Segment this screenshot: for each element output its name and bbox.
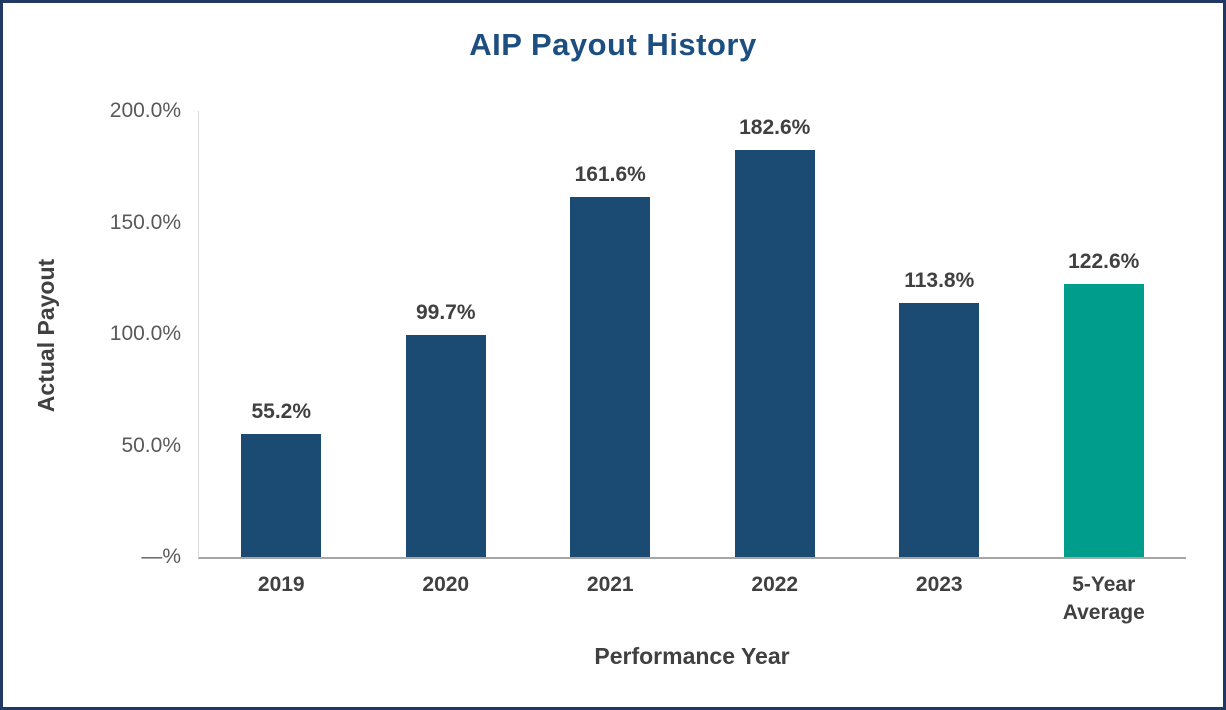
bar-2020 xyxy=(405,334,486,557)
x-tick-label-2019: 2019 xyxy=(257,573,305,596)
y-tick-label: —% xyxy=(141,545,181,568)
bar-value-label-2022: 182.6% xyxy=(739,115,811,139)
bar-columns: 55.2% 2019 99.7% 2020 161.6% 2021 182.6% 2022 11… xyxy=(199,111,1187,625)
y-tick-label: 100.0% xyxy=(109,322,181,345)
bar-value-label-2019: 55.2% xyxy=(251,399,312,423)
bar-column-2019: 55.2% 2019 xyxy=(199,111,364,596)
bar-column-2021: 161.6% 2021 xyxy=(528,111,693,596)
x-axis-title: Performance Year xyxy=(594,643,790,669)
x-tick-label-2022: 2022 xyxy=(751,573,799,596)
bar-column-2023: 113.8% 2023 xyxy=(857,111,1022,596)
bar-2023 xyxy=(899,303,980,557)
x-tick-label-2020: 2020 xyxy=(422,573,470,596)
x-tick-label-2023: 2023 xyxy=(915,573,963,596)
bar-2021 xyxy=(570,196,651,557)
bar-column-2022: 182.6% 2022 xyxy=(693,111,858,596)
bar-2022 xyxy=(734,149,815,557)
bar-value-label-2020: 99.7% xyxy=(415,300,476,324)
y-tick-label: 200.0% xyxy=(109,99,181,122)
bar-column-5-year-average: 122.6% 5-Year Average xyxy=(1022,111,1187,625)
y-tick-label: 150.0% xyxy=(109,210,181,234)
y-tick-label: 50.0% xyxy=(121,433,181,457)
bar-value-label-2021: 161.6% xyxy=(574,162,646,186)
y-tick-labels: —% 50.0% 100.0% 150.0% 200.0% xyxy=(41,99,181,568)
bar-2019 xyxy=(241,433,322,557)
bar-value-label-2023: 113.8% xyxy=(904,269,975,293)
x-tick-label-5-year-average: 5-Year Average xyxy=(1062,573,1145,625)
bar-5-year-average xyxy=(1063,283,1144,557)
chart-title: AIP Payout History xyxy=(469,27,757,62)
plot-area: —% 50.0% 100.0% 150.0% 200.0% 55.2% 2019 99.7%… xyxy=(110,99,1187,625)
x-tick-label-2021: 2021 xyxy=(586,573,634,596)
bar-value-label-5-year-average: 122.6% xyxy=(1068,249,1140,273)
bar-column-2020: 99.7% 2020 xyxy=(364,111,529,596)
